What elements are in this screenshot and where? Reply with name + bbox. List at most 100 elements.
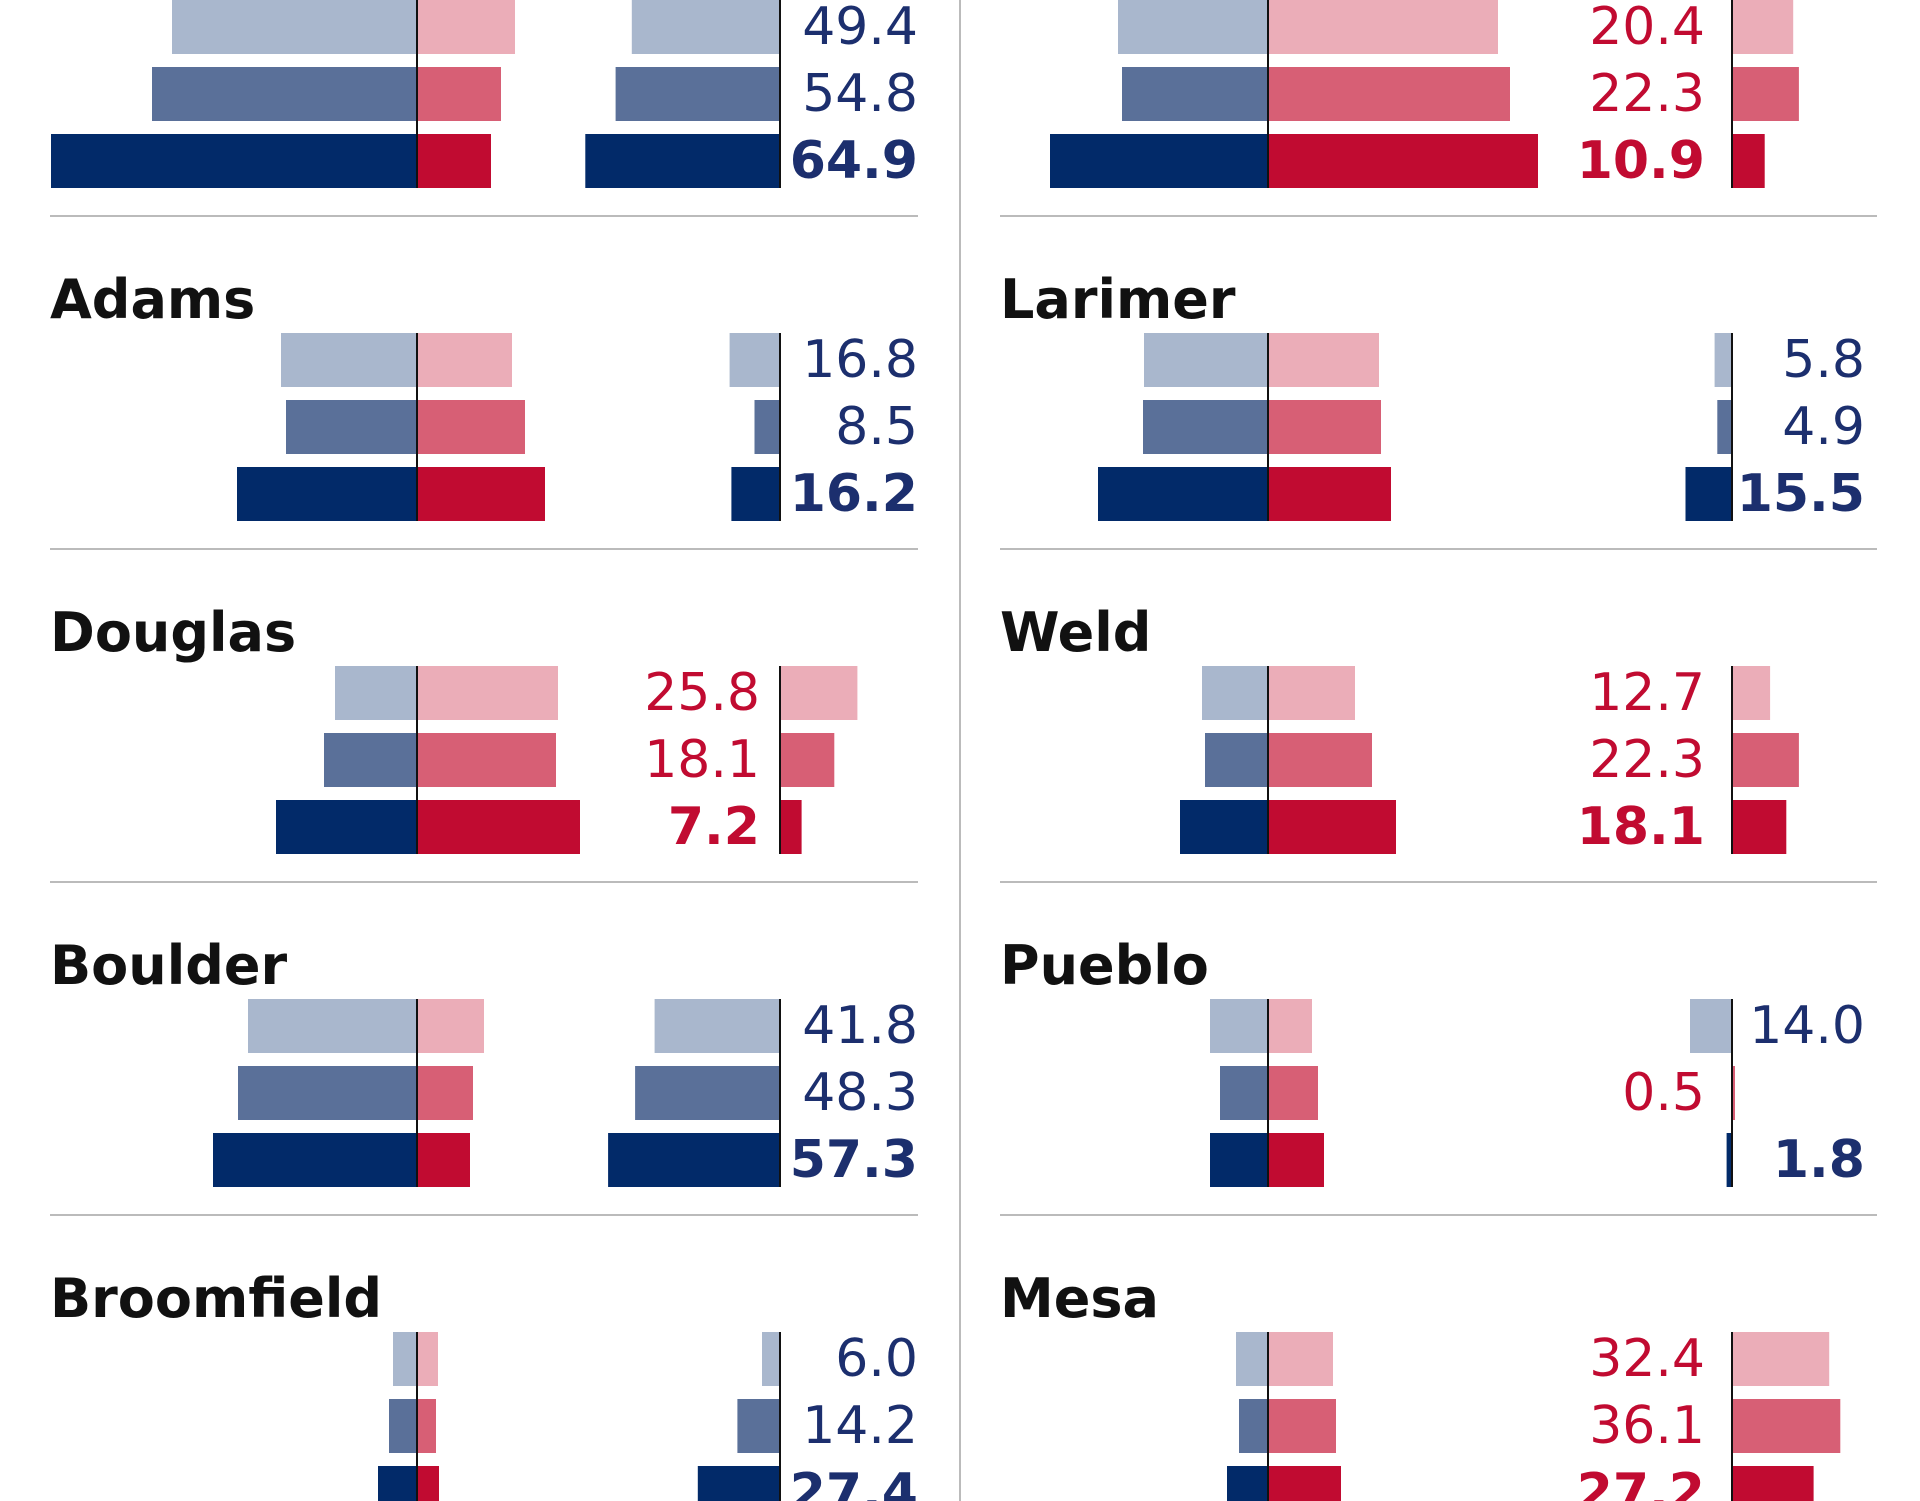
margin-label: 16.2 xyxy=(790,464,918,524)
rep-share-bar xyxy=(417,733,556,787)
county-panel: Pueblo 14.0 0.5 1.8 xyxy=(1000,934,1877,1216)
rep-share-bar xyxy=(417,333,512,387)
margin-bar xyxy=(1732,67,1799,121)
margin-bar xyxy=(762,1332,780,1386)
margin-label: 16.8 xyxy=(802,330,918,390)
county-name: Boulder xyxy=(50,934,287,997)
margin-label: 4.9 xyxy=(1782,397,1865,457)
county-panel: Larimer 5.8 4.9 15.5 xyxy=(1000,268,1877,550)
rep-share-bar xyxy=(417,1399,436,1453)
margin-label: 18.1 xyxy=(644,730,760,790)
rep-share-bar xyxy=(417,134,491,188)
dem-share-bar xyxy=(238,1066,417,1120)
rep-share-bar xyxy=(1268,1332,1333,1386)
dem-share-bar xyxy=(1180,800,1268,854)
rep-share-bar xyxy=(1268,1066,1318,1120)
margin-bar xyxy=(1732,666,1771,720)
rep-share-bar xyxy=(1268,800,1396,854)
margin-bar xyxy=(729,333,780,387)
rep-share-bar xyxy=(417,67,501,121)
rep-share-bar xyxy=(1268,666,1355,720)
rep-share-bar xyxy=(417,1466,439,1501)
dem-share-bar xyxy=(152,67,417,121)
dem-share-bar xyxy=(51,134,417,188)
margin-bar xyxy=(780,800,802,854)
dem-share-bar xyxy=(324,733,417,787)
margin-label: 14.0 xyxy=(1749,996,1865,1056)
dem-share-bar xyxy=(1122,67,1268,121)
dem-share-bar xyxy=(1239,1399,1268,1453)
margin-bar xyxy=(1726,1133,1732,1187)
margin-label: 22.3 xyxy=(1589,730,1705,790)
rep-share-bar xyxy=(1268,1133,1324,1187)
margin-bar xyxy=(1732,800,1787,854)
margin-label: 0.5 xyxy=(1622,1063,1705,1123)
county-panel: Weld 12.7 22.3 18.1 xyxy=(1000,601,1877,883)
rep-share-bar xyxy=(417,1133,470,1187)
county-name: Douglas xyxy=(50,601,296,664)
dem-share-bar xyxy=(237,467,417,521)
margin-label: 64.9 xyxy=(790,131,918,191)
margin-label: 49.4 xyxy=(802,0,918,57)
margin-bar xyxy=(731,467,780,521)
margin-bar xyxy=(1732,1399,1841,1453)
margin-label: 7.2 xyxy=(668,797,760,857)
margin-label: 27.2 xyxy=(1577,1463,1705,1501)
margin-label: 25.8 xyxy=(644,663,760,723)
dem-share-bar xyxy=(1098,467,1268,521)
margin-bar xyxy=(615,67,780,121)
dem-share-bar xyxy=(389,1399,417,1453)
margin-bar xyxy=(1732,0,1794,54)
margin-label: 15.5 xyxy=(1737,464,1865,524)
county-panel: Adams 16.8 8.5 16.2 xyxy=(50,268,918,550)
margin-bar xyxy=(1714,333,1732,387)
county-name: Weld xyxy=(1000,601,1151,664)
county-panel: Boulder 41.8 48.3 57.3 xyxy=(50,934,918,1216)
dem-share-bar xyxy=(1227,1466,1268,1501)
county-name: Mesa xyxy=(1000,1267,1159,1330)
dem-share-bar xyxy=(248,999,417,1053)
dem-share-bar xyxy=(378,1466,417,1501)
margin-label: 22.3 xyxy=(1589,64,1705,124)
dem-share-bar xyxy=(335,666,417,720)
margin-bar xyxy=(1717,400,1732,454)
margin-label: 20.4 xyxy=(1589,0,1705,57)
county-panel: Douglas 25.8 18.1 7.2 xyxy=(50,601,918,883)
margin-bar xyxy=(754,400,780,454)
dem-share-bar xyxy=(1210,999,1268,1053)
county-name: Pueblo xyxy=(1000,934,1209,997)
margin-bar xyxy=(635,1066,780,1120)
margin-bar xyxy=(1685,467,1732,521)
margin-label: 5.8 xyxy=(1782,330,1865,390)
margin-label: 27.4 xyxy=(790,1463,918,1501)
margin-bar xyxy=(654,999,780,1053)
margin-label: 41.8 xyxy=(802,996,918,1056)
margin-label: 10.9 xyxy=(1577,131,1705,191)
dem-share-bar xyxy=(1202,666,1268,720)
rep-share-bar xyxy=(1268,333,1379,387)
dem-share-bar xyxy=(281,333,417,387)
rep-share-bar xyxy=(1268,1466,1341,1501)
margin-bar xyxy=(780,666,858,720)
county-name: Larimer xyxy=(1000,268,1236,331)
county-name: Adams xyxy=(50,268,255,331)
rep-share-bar xyxy=(417,800,580,854)
dem-share-bar xyxy=(1050,134,1268,188)
margin-label: 6.0 xyxy=(835,1329,918,1389)
margin-label: 1.8 xyxy=(1773,1130,1865,1190)
dem-share-bar xyxy=(213,1133,417,1187)
margin-bar xyxy=(1732,134,1765,188)
dem-share-bar xyxy=(1118,0,1268,54)
dem-share-bar xyxy=(276,800,417,854)
margin-bar xyxy=(737,1399,780,1453)
rep-share-bar xyxy=(1268,134,1538,188)
county-panel: 49.4 54.8 64.9 xyxy=(50,0,918,217)
dem-share-bar xyxy=(1143,400,1268,454)
margin-bar xyxy=(1732,733,1799,787)
rep-share-bar xyxy=(1268,67,1510,121)
dem-share-bar xyxy=(393,1332,417,1386)
rep-share-bar xyxy=(417,666,558,720)
dem-share-bar xyxy=(1236,1332,1268,1386)
rep-share-bar xyxy=(1268,1399,1336,1453)
margin-label: 18.1 xyxy=(1577,797,1705,857)
